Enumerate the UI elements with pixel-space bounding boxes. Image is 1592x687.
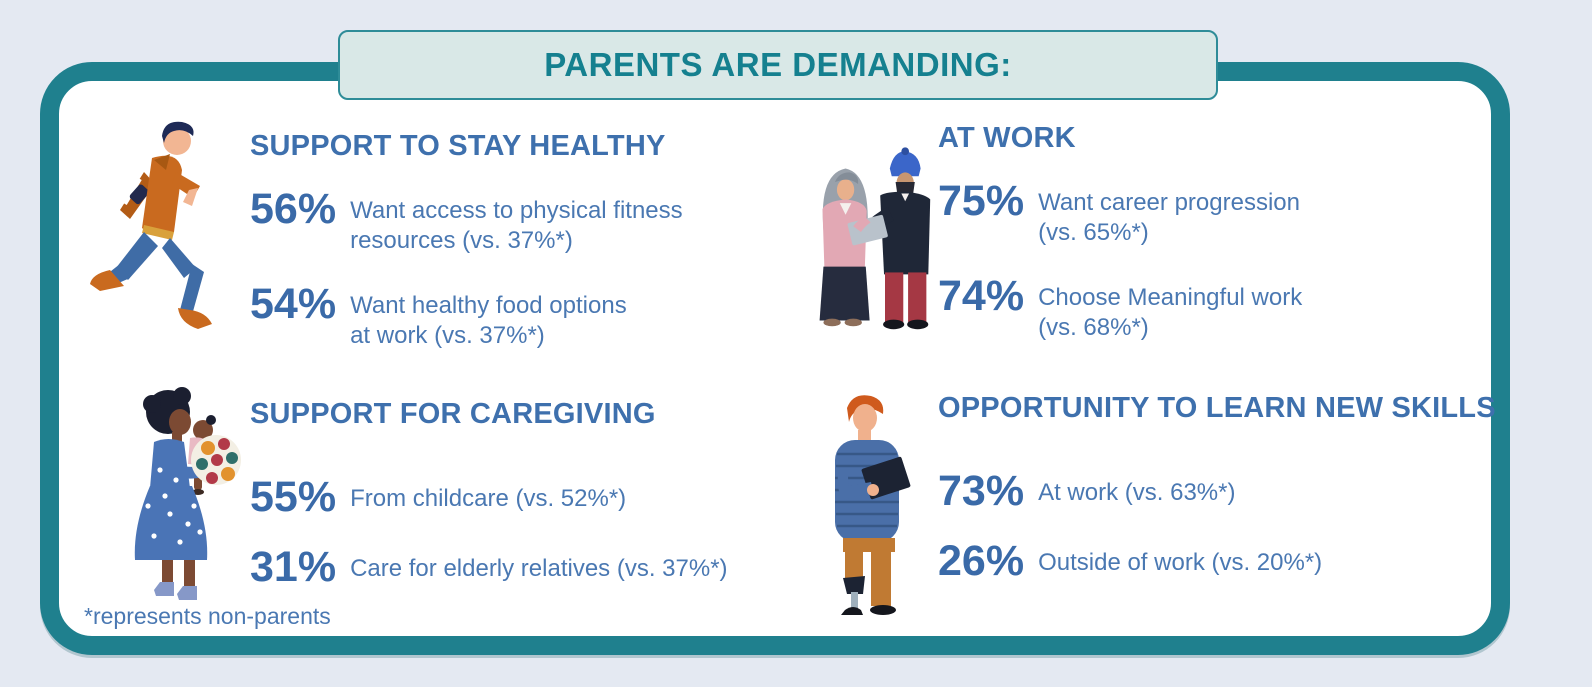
stat-desc: Outside of work (vs. 20%*) <box>1038 549 1323 576</box>
couple-with-tablet-illustration <box>819 147 931 330</box>
stat-desc: From childcare (vs. 52%*) <box>350 485 627 512</box>
stat-value: 54% <box>250 280 337 328</box>
footnote: *represents non-parents <box>84 603 331 629</box>
stat-value: 26% <box>938 537 1025 585</box>
section-heading-skills: OPPORTUNITY TO LEARN NEW SKILLS <box>938 392 1496 424</box>
stat-learn-outside-work: 26% Outside of work (vs. 20%*) <box>938 539 1558 583</box>
person-with-laptop-illustration <box>835 395 911 615</box>
stat-value: 73% <box>938 467 1025 515</box>
stat-desc: At work (vs. 63%*) <box>1038 479 1236 506</box>
stat-value: 74% <box>938 272 1025 320</box>
page-title: PARENTS ARE DEMANDING: <box>544 46 1012 83</box>
stat-desc: Want healthy food options at work (vs. 3… <box>350 292 627 349</box>
section-caregiving: SUPPORT FOR CAREGIVING 55% From childcar… <box>250 398 810 615</box>
stat-fitness-resources: 56% Want access to physical fitness reso… <box>250 187 750 256</box>
stat-desc: Want access to physical fitness resource… <box>350 197 683 254</box>
stat-value: 55% <box>250 473 337 521</box>
infographic-card <box>40 62 1510 655</box>
mother-and-child-illustration <box>134 387 241 600</box>
runner-illustration <box>90 121 212 329</box>
section-skills: OPPORTUNITY TO LEARN NEW SKILLS 73% At w… <box>938 392 1558 609</box>
stat-desc: Choose Meaningful work (vs. 68%*) <box>1038 284 1303 341</box>
stat-healthy-food: 54% Want healthy food options at work (v… <box>250 282 750 351</box>
section-health: SUPPORT TO STAY HEALTHY 56% Want access … <box>250 130 750 377</box>
title-banner: PARENTS ARE DEMANDING: <box>338 30 1218 100</box>
stat-value: 75% <box>938 177 1025 225</box>
stat-meaningful-work: 74% Choose Meaningful work (vs. 68%*) <box>938 274 1458 343</box>
stat-learn-at-work: 73% At work (vs. 63%*) <box>938 469 1558 513</box>
section-heading-health: SUPPORT TO STAY HEALTHY <box>250 130 666 162</box>
stat-desc: Care for elderly relatives (vs. 37%*) <box>350 555 728 582</box>
stat-value: 31% <box>250 543 337 591</box>
section-heading-caregiving: SUPPORT FOR CAREGIVING <box>250 398 656 430</box>
stat-desc: Want career progression (vs. 65%*) <box>1038 189 1300 246</box>
section-work: AT WORK 75% Want career progression (vs.… <box>938 122 1458 369</box>
stat-career-progression: 75% Want career progression (vs. 65%*) <box>938 179 1458 248</box>
stat-childcare: 55% From childcare (vs. 52%*) <box>250 475 810 519</box>
stat-elderly-care: 31% Care for elderly relatives (vs. 37%*… <box>250 545 810 589</box>
section-heading-work: AT WORK <box>938 122 1076 154</box>
stat-value: 56% <box>250 185 337 233</box>
